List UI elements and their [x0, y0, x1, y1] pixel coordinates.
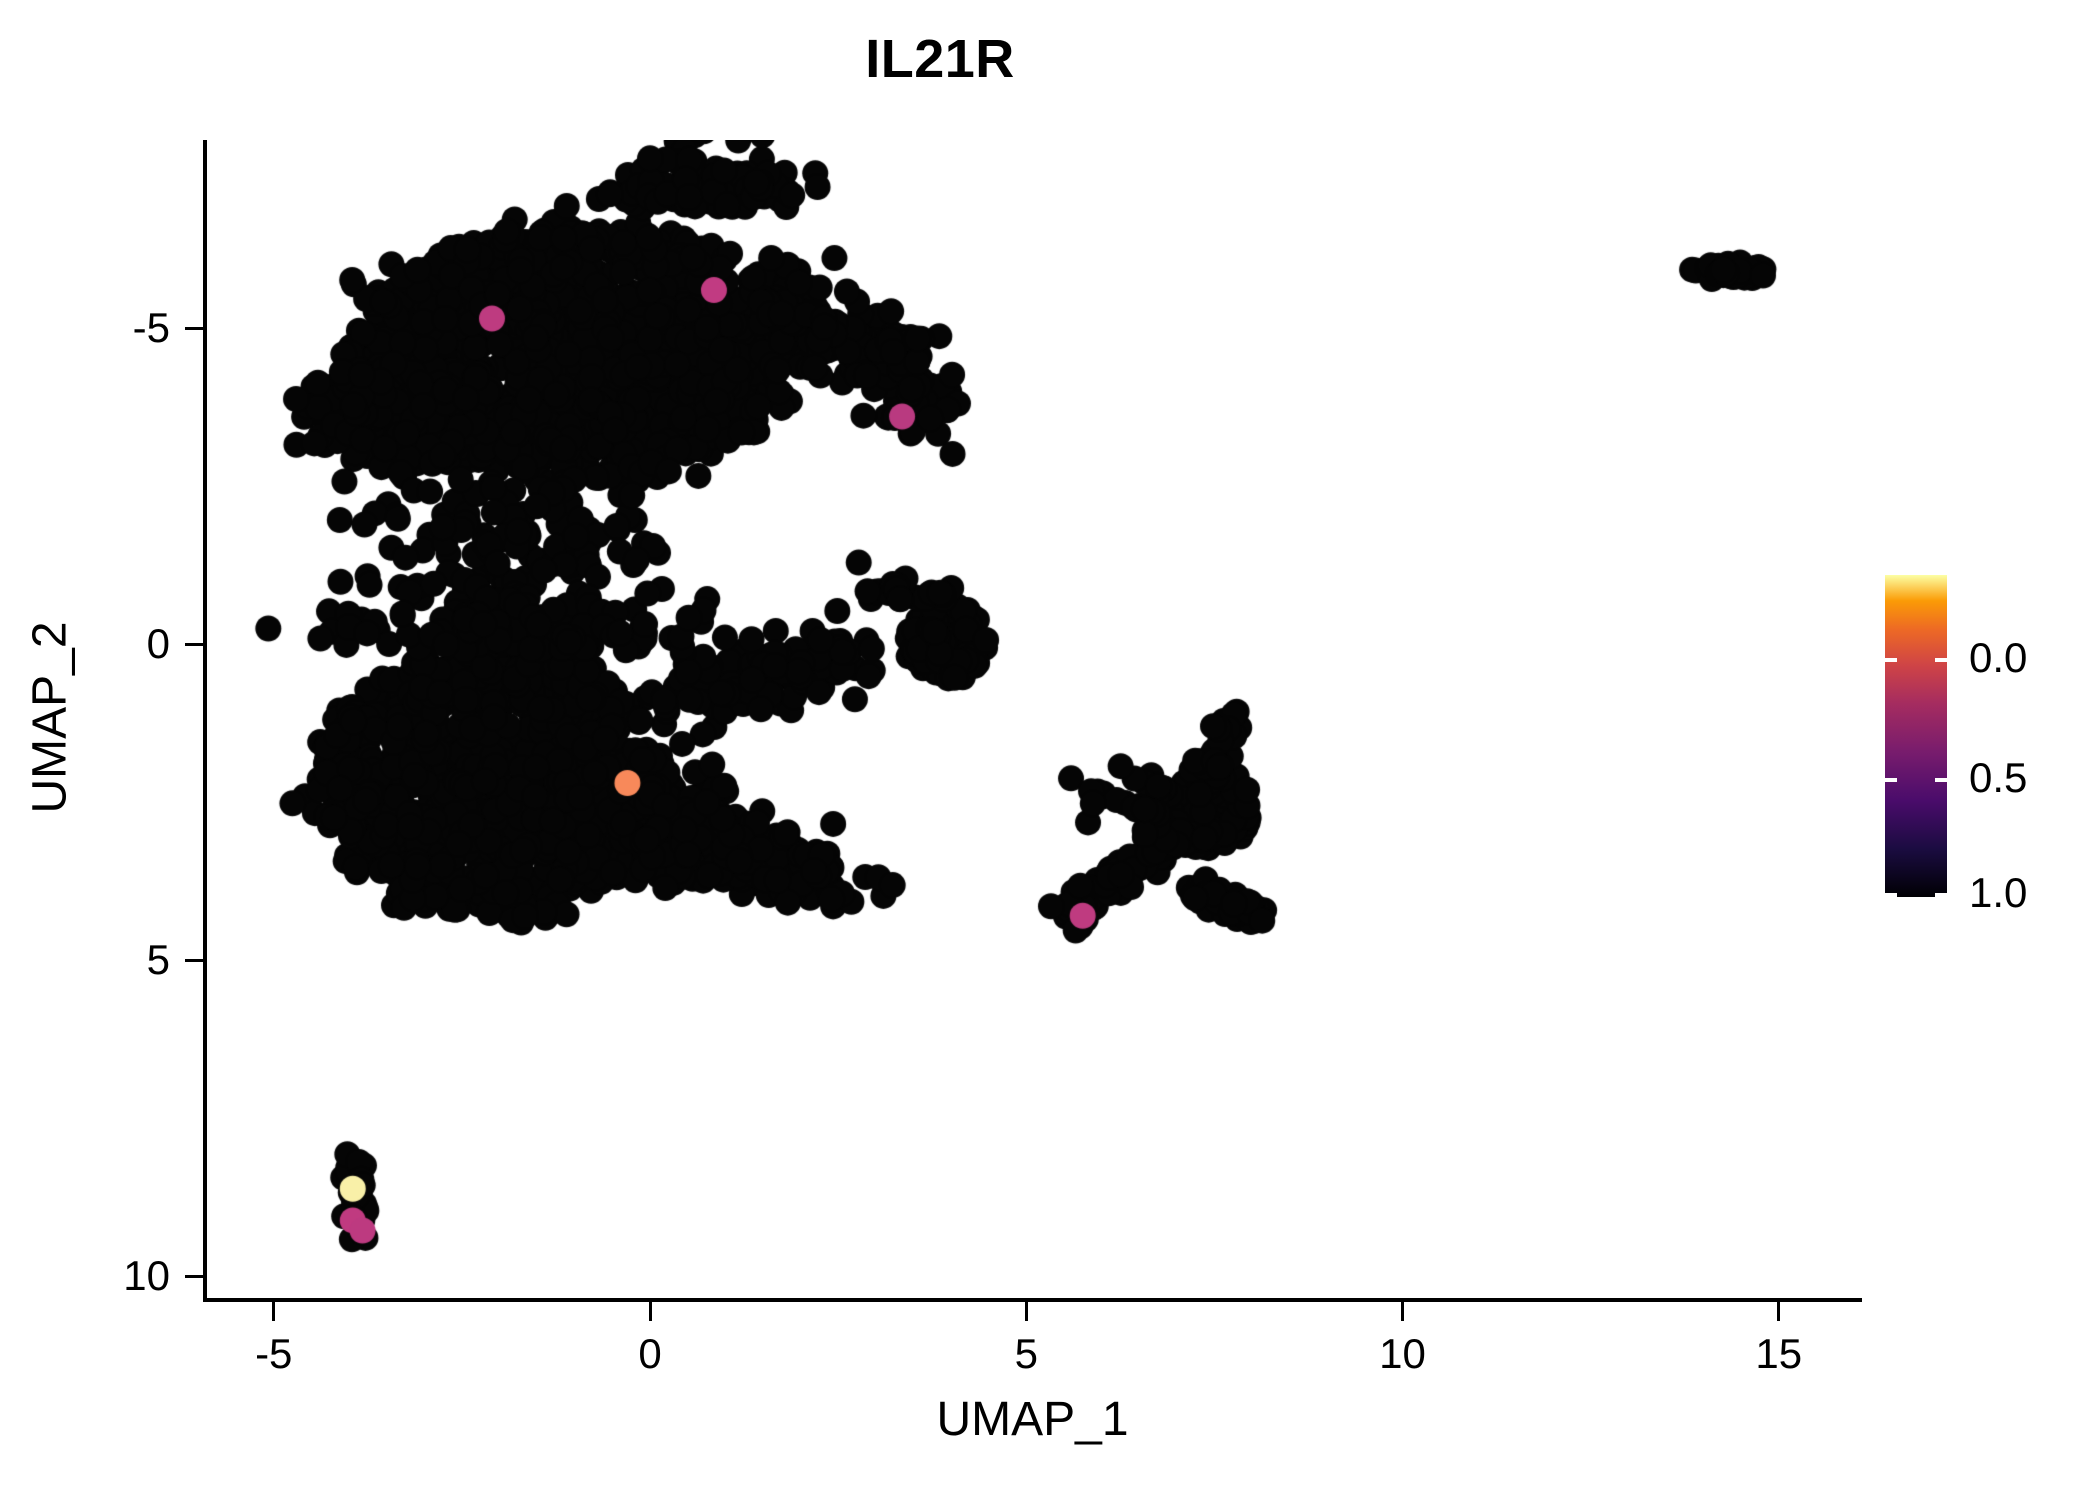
x-axis-title: UMAP_1: [936, 1393, 1129, 1446]
y-tick-mark: [185, 958, 204, 962]
x-tick-mark: [1024, 1302, 1028, 1321]
y-tick-label: -5: [132, 304, 170, 351]
y-tick-label: 10: [123, 1252, 170, 1299]
colorbar-tick-mark: [1885, 658, 1897, 663]
colorbar-tick-mark: [1885, 893, 1897, 897]
x-tick-mark: [272, 1302, 276, 1321]
page-title: IL21R: [865, 29, 1015, 89]
y-axis-title: UMAP_2: [23, 621, 77, 814]
colorbar-tick-mark: [1935, 893, 1947, 897]
scatter-plot-panel: [205, 140, 1860, 1300]
y-tick-mark: [185, 642, 204, 646]
y-tick-mark: [185, 1274, 204, 1278]
y-axis-line: [203, 140, 207, 1302]
colorbar-tick-mark: [1935, 658, 1947, 663]
x-axis-line: [203, 1298, 1862, 1302]
x-tick-label: 0: [638, 1330, 662, 1377]
colorbar-tick-label: 0.5: [1969, 753, 2028, 801]
x-tick-mark: [1777, 1302, 1781, 1321]
y-tick-label: 0: [146, 620, 170, 667]
y-tick-mark: [185, 326, 204, 330]
colorbar-gradient: [1885, 575, 1947, 897]
scatter-points-layer: [205, 140, 1860, 1300]
colorbar-tick-label: 0.0: [1969, 634, 2028, 682]
x-tick-label: 5: [1014, 1330, 1038, 1377]
x-tick-label: -5: [255, 1330, 293, 1377]
x-tick-mark: [648, 1302, 652, 1321]
y-tick-label: 5: [146, 936, 170, 983]
x-tick-mark: [1401, 1302, 1404, 1321]
x-tick-label: 15: [1755, 1330, 1803, 1377]
colorbar-tick-label: 1.0: [1969, 869, 2028, 916]
x-tick-label: 10: [1379, 1330, 1426, 1377]
colorbar-tick-mark: [1885, 777, 1897, 782]
colorbar: [1885, 575, 1947, 897]
colorbar-tick-mark: [1935, 777, 1947, 782]
